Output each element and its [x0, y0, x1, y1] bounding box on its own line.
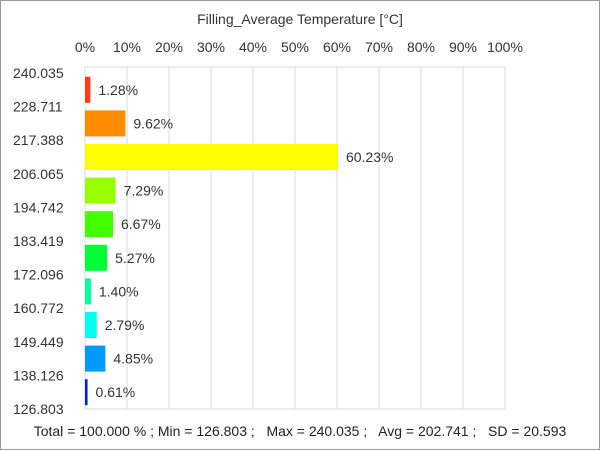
bar-value-label: 5.27%	[115, 250, 155, 266]
y-boundary-label: 138.126	[13, 367, 64, 383]
x-tick-label: 30%	[197, 39, 225, 55]
histogram-chart: Filling_Average Temperature [°C] 0% 10% 20%…	[13, 11, 523, 417]
x-tick-label: 60%	[323, 39, 351, 55]
bar-value-label: 6.67%	[121, 216, 161, 232]
x-tick-label: 80%	[407, 39, 435, 55]
stat-max: Max = 240.035	[266, 423, 360, 439]
bar-value-label: 0.61%	[96, 384, 136, 400]
stat-avg: Avg = 202.741	[378, 423, 469, 439]
histogram-bar	[85, 345, 106, 372]
bar-value-label: 1.28%	[98, 82, 138, 98]
y-boundary-label: 172.096	[13, 267, 64, 283]
histogram-bar	[85, 110, 126, 137]
chart-title: Filling_Average Temperature [°C]	[197, 11, 403, 27]
y-boundary-label: 206.065	[13, 166, 64, 182]
y-boundary-label: 183.419	[13, 233, 64, 249]
x-tick-label: 100%	[487, 39, 523, 55]
stat-sd: SD = 20.593	[488, 423, 567, 439]
histogram-bar	[85, 278, 91, 305]
histogram-bar	[85, 244, 108, 271]
bar-value-label: 1.40%	[99, 283, 139, 299]
histogram-bar	[85, 144, 338, 170]
x-tick-label: 40%	[239, 39, 267, 55]
bar-value-label: 9.62%	[133, 115, 173, 131]
y-boundary-label: 126.803	[13, 401, 64, 417]
x-tick-label: 70%	[365, 39, 393, 55]
stat-total: Total = 100.000 %	[33, 423, 147, 439]
y-boundary-label: 194.742	[13, 199, 64, 215]
x-tick-label: 0%	[75, 39, 95, 55]
histogram-bar	[85, 76, 91, 103]
y-boundary-label: 160.772	[13, 300, 64, 316]
x-tick-label: 10%	[113, 39, 141, 55]
y-boundary-label: 149.449	[13, 334, 64, 350]
histogram-bar	[85, 312, 97, 338]
histogram-bar	[85, 177, 116, 204]
histogram-bar	[85, 211, 114, 238]
x-tick-label: 50%	[281, 39, 309, 55]
y-boundary-label: 240.035	[13, 65, 64, 81]
bar-value-label: 60.23%	[346, 149, 393, 165]
y-boundary-label: 217.388	[13, 132, 64, 148]
statistics-summary: Total = 100.000 % ; Min = 126.803 ; Max …	[33, 423, 567, 439]
histogram-bar	[85, 379, 88, 406]
x-tick-label: 20%	[155, 39, 183, 55]
bar-value-label: 2.79%	[105, 317, 145, 333]
bar-value-label: 4.85%	[113, 351, 153, 367]
bar-value-label: 7.29%	[124, 183, 164, 199]
stat-min: Min = 126.803	[157, 423, 247, 439]
x-tick-label: 90%	[449, 39, 477, 55]
y-boundary-label: 228.711	[13, 99, 63, 115]
